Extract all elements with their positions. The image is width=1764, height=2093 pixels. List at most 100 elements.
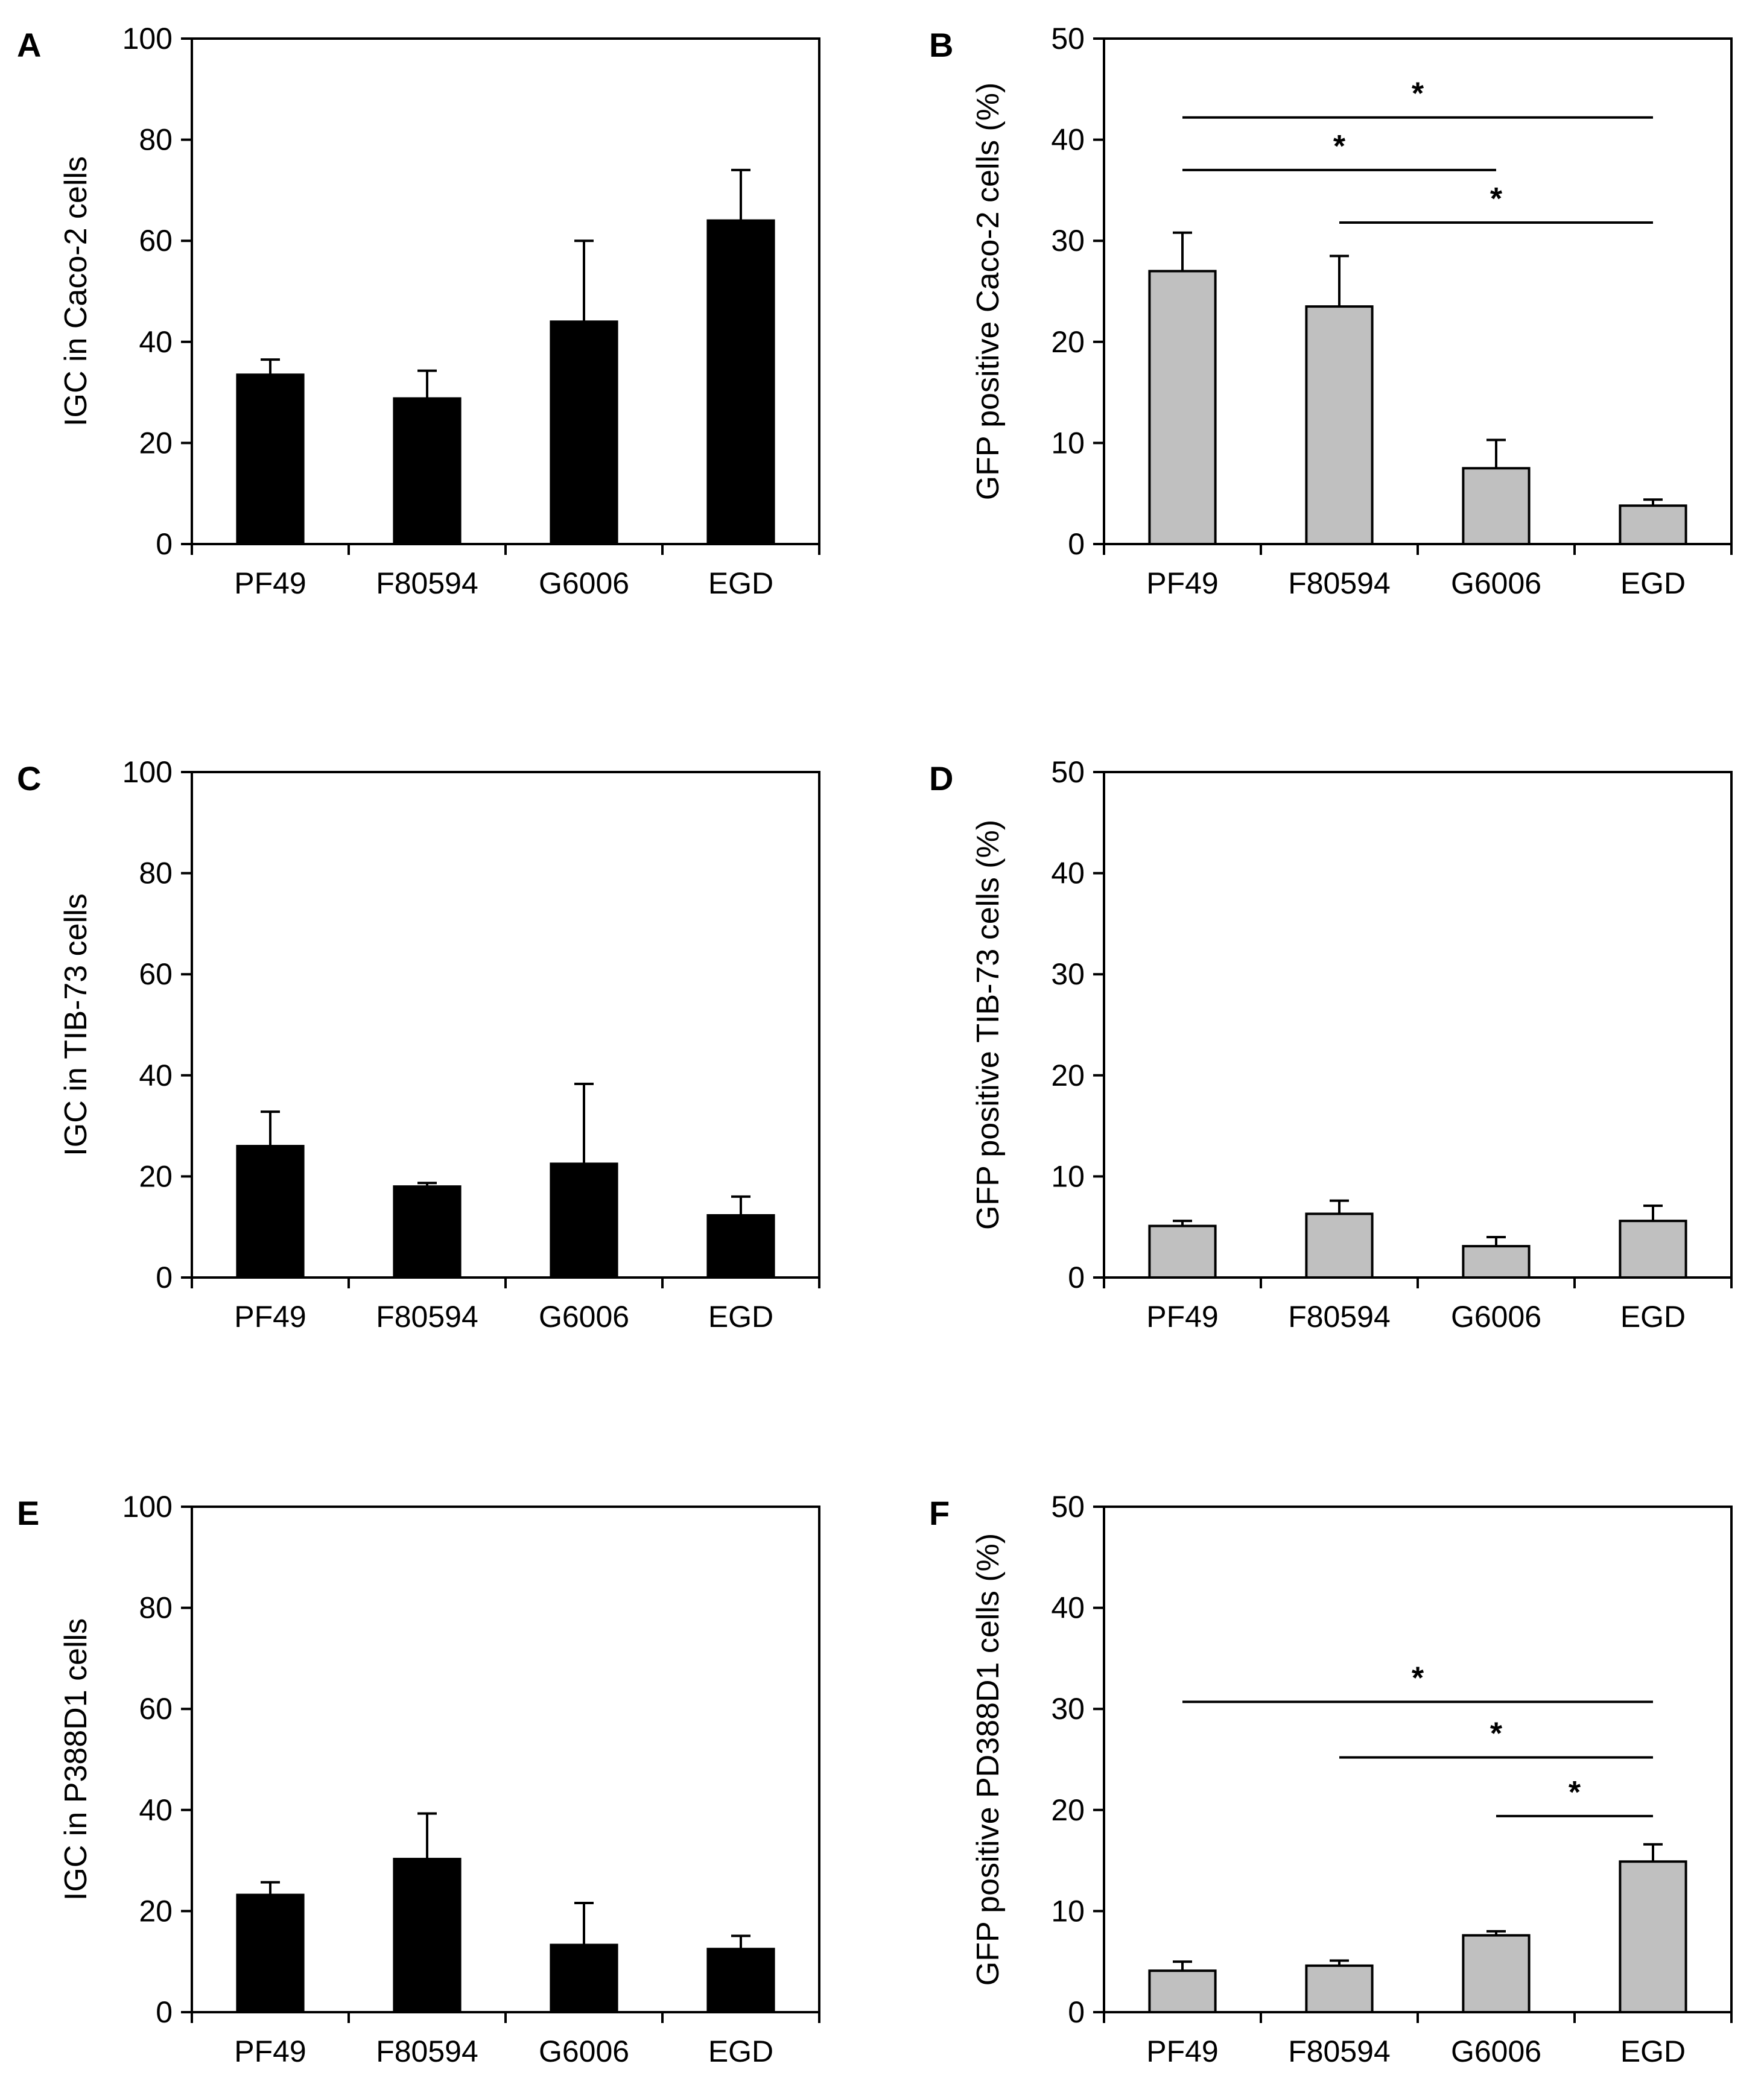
y-tick-label: 0 bbox=[156, 1261, 173, 1294]
y-tick-label: 100 bbox=[122, 1490, 173, 1524]
panel-letter: D bbox=[929, 759, 953, 797]
panel-letter: E bbox=[17, 1494, 39, 1532]
x-category-label: EGD bbox=[1620, 2034, 1686, 2068]
bar-egd bbox=[706, 1214, 775, 1279]
y-axis-title: GFP positive TIB-73 cells (%) bbox=[971, 820, 1006, 1230]
y-tick-label: 30 bbox=[1051, 224, 1085, 258]
y-tick-label: 60 bbox=[139, 1692, 173, 1726]
x-category-label: G6006 bbox=[1451, 566, 1541, 600]
y-tick-label: 40 bbox=[139, 1793, 173, 1827]
y-tick-label: 0 bbox=[156, 1995, 173, 2029]
bar-f80594 bbox=[393, 1185, 462, 1279]
y-tick-label: 20 bbox=[1051, 1059, 1085, 1092]
y-tick-label: 20 bbox=[139, 426, 173, 460]
y-tick-label: 20 bbox=[1051, 1793, 1085, 1827]
significance-star: * bbox=[1490, 182, 1503, 217]
bar-g6006 bbox=[1462, 1245, 1531, 1279]
y-tick-label: 0 bbox=[1068, 1261, 1085, 1294]
significance-star: * bbox=[1412, 1661, 1424, 1696]
y-tick-label: 80 bbox=[139, 1591, 173, 1625]
x-category-label: PF49 bbox=[234, 1300, 306, 1334]
bar-egd bbox=[1619, 504, 1687, 546]
bar-f80594 bbox=[393, 1858, 462, 2013]
x-category-label: F80594 bbox=[376, 566, 478, 600]
x-category-label: PF49 bbox=[1146, 2034, 1219, 2068]
y-tick-label: 10 bbox=[1051, 426, 1085, 460]
bar-f80594 bbox=[1305, 1964, 1374, 2014]
significance-star: * bbox=[1490, 1717, 1503, 1752]
panel-f: F 0 10 20 30 40 50 GFP positive PD388D1 cells (… bbox=[929, 1490, 1733, 2068]
y-tick-label: 60 bbox=[139, 224, 173, 258]
x-category-label: G6006 bbox=[539, 2034, 629, 2068]
x-category-label: G6006 bbox=[539, 1300, 629, 1334]
bar-pf49 bbox=[1148, 1969, 1217, 2013]
bar-f80594 bbox=[393, 397, 462, 545]
y-tick-label: 30 bbox=[1051, 957, 1085, 991]
y-tick-label: 40 bbox=[1051, 1591, 1085, 1625]
y-tick-label: 10 bbox=[1051, 1159, 1085, 1193]
y-tick-label: 80 bbox=[139, 857, 173, 890]
x-category-label: PF49 bbox=[234, 566, 306, 600]
x-category-label: PF49 bbox=[1146, 566, 1219, 600]
y-tick-label: 20 bbox=[139, 1894, 173, 1928]
x-category-label: EGD bbox=[1620, 1300, 1686, 1334]
bar-egd bbox=[706, 1948, 775, 2013]
bar-egd bbox=[1619, 1860, 1687, 2013]
bar-g6006 bbox=[550, 1943, 618, 2013]
panel-d: D 0 10 20 30 40 50 GFP positive TIB-73 cells (%… bbox=[929, 755, 1733, 1334]
panel-letter: C bbox=[17, 759, 41, 797]
y-tick-label: 50 bbox=[1051, 22, 1085, 55]
bar-f80594 bbox=[1305, 305, 1374, 545]
bar-g6006 bbox=[550, 320, 618, 546]
y-tick-label: 0 bbox=[1068, 527, 1085, 561]
bar-g6006 bbox=[1462, 1934, 1531, 2014]
significance-star: * bbox=[1569, 1775, 1581, 1810]
panel-b: B 0 10 20 30 40 50 GFP positive Caco-2 cells (%… bbox=[929, 22, 1733, 600]
bar-g6006 bbox=[550, 1162, 618, 1279]
x-category-label: EGD bbox=[708, 1300, 773, 1334]
x-category-label: EGD bbox=[1620, 566, 1686, 600]
y-tick-label: 50 bbox=[1051, 1490, 1085, 1524]
y-axis-title: GFP positive PD388D1 cells (%) bbox=[971, 1533, 1006, 1986]
y-tick-label: 30 bbox=[1051, 1692, 1085, 1726]
x-category-label: F80594 bbox=[1288, 566, 1391, 600]
y-tick-label: 40 bbox=[1051, 857, 1085, 890]
y-tick-label: 40 bbox=[1051, 123, 1085, 157]
panel-letter: F bbox=[929, 1494, 950, 1532]
x-category-label: PF49 bbox=[234, 2034, 306, 2068]
bar-pf49 bbox=[236, 373, 305, 546]
y-tick-label: 40 bbox=[139, 325, 173, 359]
x-category-label: F80594 bbox=[1288, 1300, 1391, 1334]
y-tick-label: 100 bbox=[122, 755, 173, 789]
panel-e: E 0 20 40 60 80 100 IGC in P388D1 cells PF49 F805… bbox=[17, 1490, 820, 2068]
x-category-label: G6006 bbox=[1451, 1300, 1541, 1334]
bar-egd bbox=[1619, 1220, 1687, 1279]
significance-star: * bbox=[1333, 129, 1346, 164]
panel-c: C 0 20 40 60 80 100 IGC in TIB-73 cells PF49 F805… bbox=[17, 755, 820, 1334]
bar-f80594 bbox=[1305, 1212, 1374, 1279]
x-category-label: EGD bbox=[708, 2034, 773, 2068]
y-axis-title: IGC in Caco-2 cells bbox=[59, 156, 94, 426]
x-category-label: PF49 bbox=[1146, 1300, 1219, 1334]
bar-pf49 bbox=[1148, 270, 1217, 545]
x-category-label: F80594 bbox=[1288, 2034, 1391, 2068]
y-tick-label: 50 bbox=[1051, 755, 1085, 789]
bar-egd bbox=[706, 219, 775, 545]
bar-pf49 bbox=[1148, 1224, 1217, 1279]
y-tick-label: 10 bbox=[1051, 1894, 1085, 1928]
significance-star: * bbox=[1412, 77, 1424, 112]
y-axis-title: IGC in TIB-73 cells bbox=[59, 893, 94, 1156]
y-tick-label: 20 bbox=[139, 1159, 173, 1193]
x-category-label: F80594 bbox=[376, 1300, 478, 1334]
bar-pf49 bbox=[236, 1145, 305, 1279]
y-tick-label: 60 bbox=[139, 957, 173, 991]
y-tick-label: 80 bbox=[139, 123, 173, 157]
panel-letter: B bbox=[929, 26, 953, 64]
x-category-label: F80594 bbox=[376, 2034, 478, 2068]
y-tick-label: 40 bbox=[139, 1059, 173, 1092]
y-tick-label: 100 bbox=[122, 22, 173, 55]
y-tick-label: 20 bbox=[1051, 325, 1085, 359]
y-tick-label: 0 bbox=[156, 527, 173, 561]
